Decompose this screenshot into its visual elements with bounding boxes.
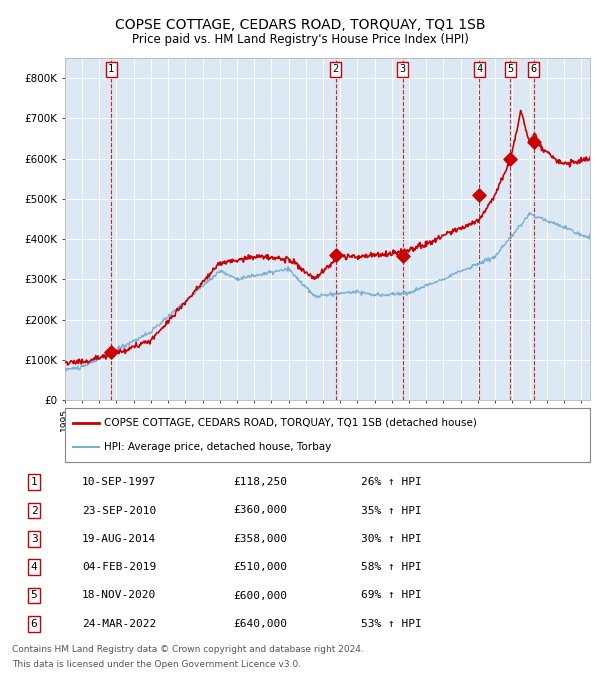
- Text: 1: 1: [31, 477, 37, 487]
- Text: 30% ↑ HPI: 30% ↑ HPI: [361, 534, 422, 544]
- Text: 53% ↑ HPI: 53% ↑ HPI: [361, 619, 422, 629]
- Text: 1: 1: [108, 65, 115, 74]
- Text: 04-FEB-2019: 04-FEB-2019: [82, 562, 156, 572]
- Text: £510,000: £510,000: [233, 562, 287, 572]
- Text: 6: 6: [530, 65, 536, 74]
- Text: This data is licensed under the Open Government Licence v3.0.: This data is licensed under the Open Gov…: [12, 660, 301, 669]
- Text: 24-MAR-2022: 24-MAR-2022: [82, 619, 156, 629]
- Text: Contains HM Land Registry data © Crown copyright and database right 2024.: Contains HM Land Registry data © Crown c…: [12, 645, 364, 654]
- Text: 2: 2: [31, 505, 37, 515]
- Text: 19-AUG-2014: 19-AUG-2014: [82, 534, 156, 544]
- Point: [505, 153, 515, 164]
- Text: 18-NOV-2020: 18-NOV-2020: [82, 590, 156, 600]
- Text: HPI: Average price, detached house, Torbay: HPI: Average price, detached house, Torb…: [104, 443, 331, 452]
- Text: 58% ↑ HPI: 58% ↑ HPI: [361, 562, 422, 572]
- Point: [475, 189, 484, 200]
- Text: 5: 5: [31, 590, 37, 600]
- Text: £358,000: £358,000: [233, 534, 287, 544]
- Point: [398, 250, 407, 261]
- Text: £360,000: £360,000: [233, 505, 287, 515]
- Text: £640,000: £640,000: [233, 619, 287, 629]
- Text: 3: 3: [400, 65, 406, 74]
- Text: COPSE COTTAGE, CEDARS ROAD, TORQUAY, TQ1 1SB (detached house): COPSE COTTAGE, CEDARS ROAD, TORQUAY, TQ1…: [104, 418, 477, 428]
- Text: 2: 2: [332, 65, 338, 74]
- Text: 26% ↑ HPI: 26% ↑ HPI: [361, 477, 422, 487]
- Text: COPSE COTTAGE, CEDARS ROAD, TORQUAY, TQ1 1SB: COPSE COTTAGE, CEDARS ROAD, TORQUAY, TQ1…: [115, 18, 485, 32]
- Point: [106, 347, 116, 358]
- Text: 6: 6: [31, 619, 37, 629]
- Text: 4: 4: [31, 562, 37, 572]
- Text: £600,000: £600,000: [233, 590, 287, 600]
- Point: [331, 250, 340, 260]
- Text: 5: 5: [507, 65, 514, 74]
- Text: 23-SEP-2010: 23-SEP-2010: [82, 505, 156, 515]
- Text: £118,250: £118,250: [233, 477, 287, 487]
- Text: 35% ↑ HPI: 35% ↑ HPI: [361, 505, 422, 515]
- Text: 4: 4: [476, 65, 482, 74]
- Text: 10-SEP-1997: 10-SEP-1997: [82, 477, 156, 487]
- Text: Price paid vs. HM Land Registry's House Price Index (HPI): Price paid vs. HM Land Registry's House …: [131, 33, 469, 46]
- Text: 3: 3: [31, 534, 37, 544]
- Point: [529, 137, 538, 148]
- Text: 69% ↑ HPI: 69% ↑ HPI: [361, 590, 422, 600]
